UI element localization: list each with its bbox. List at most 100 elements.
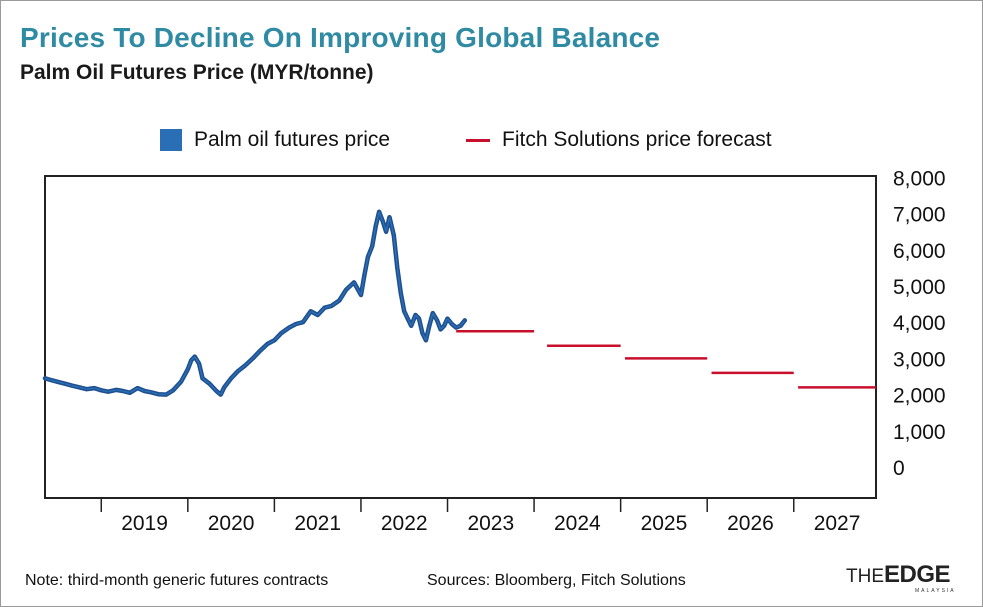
- price-point: [363, 274, 365, 276]
- price-point: [187, 368, 189, 370]
- x-axis: 2019 2020 2021 2022 2023 2024 2025 2026 2027: [100, 498, 861, 535]
- price-point: [375, 225, 377, 227]
- price-point: [389, 216, 390, 218]
- x-tick-label: 2024: [554, 512, 601, 535]
- price-point: [194, 356, 196, 358]
- price-point: [443, 325, 445, 327]
- price-point: [151, 391, 152, 393]
- y-tick-label: 3,000: [893, 348, 946, 371]
- price-point: [455, 327, 457, 329]
- price-point: [57, 381, 59, 383]
- price-point: [436, 319, 438, 321]
- x-tick-label: 2020: [208, 512, 255, 535]
- price-point: [367, 256, 369, 258]
- y-tick-label: 1,000: [893, 421, 946, 444]
- price-point: [44, 377, 46, 379]
- price-point: [410, 325, 412, 327]
- y-tick-label: 6,000: [893, 240, 946, 263]
- x-tick-label: 2022: [381, 512, 428, 535]
- logo-subtext: MALAYSIA: [915, 588, 956, 594]
- price-point: [230, 377, 232, 379]
- x-tick-label: 2027: [814, 512, 861, 535]
- price-point: [273, 339, 275, 341]
- price-point: [425, 339, 427, 341]
- price-point: [144, 390, 145, 392]
- price-point: [71, 385, 73, 387]
- price-point: [310, 310, 312, 312]
- price-point: [371, 245, 373, 247]
- price-point: [220, 394, 222, 396]
- price-point: [353, 281, 355, 283]
- price-point: [378, 211, 380, 213]
- price-point: [385, 231, 387, 233]
- price-point: [129, 392, 131, 394]
- x-tick-label: 2023: [467, 512, 514, 535]
- price-point: [107, 391, 109, 393]
- price-point: [64, 383, 66, 385]
- legend-swatch-actual: [160, 129, 182, 151]
- price-point: [440, 328, 442, 330]
- price-point: [345, 289, 347, 291]
- legend-item-forecast: Fitch Solutions price forecast: [466, 127, 772, 153]
- price-point: [280, 332, 282, 334]
- logo-edge: EDGE: [884, 561, 951, 588]
- price-point: [302, 321, 304, 323]
- y-tick-label: 7,000: [893, 204, 946, 227]
- price-point: [209, 383, 210, 385]
- y-axis: 8,000 7,000 6,000 5,000 4,000 3,000 2,000 1,000…: [893, 167, 946, 480]
- price-point: [460, 325, 461, 327]
- y-tick-label: 8,000: [893, 167, 946, 190]
- price-line: [42, 209, 468, 397]
- price-point: [259, 350, 261, 352]
- price-point: [122, 390, 124, 392]
- footnote: Note: third-month generic futures contra…: [25, 572, 329, 589]
- legend-label-forecast: Fitch Solutions price forecast: [502, 128, 772, 151]
- y-tick-label: 0: [893, 457, 905, 480]
- price-point: [393, 234, 395, 236]
- plot-border: [44, 175, 877, 499]
- legend-label-actual: Palm oil futures price: [194, 128, 391, 151]
- price-point: [165, 394, 167, 396]
- price-point: [331, 305, 332, 307]
- price-point: [115, 389, 117, 391]
- x-tick-label: 2019: [121, 512, 168, 535]
- price-point: [180, 381, 182, 383]
- price-point: [172, 389, 174, 391]
- price-point: [244, 365, 246, 367]
- price-point: [407, 318, 409, 320]
- price-point: [464, 319, 466, 321]
- brand-logo: THEEDGE: [846, 561, 951, 588]
- plot-frame: [44, 175, 877, 499]
- price-point: [215, 390, 217, 392]
- price-point: [317, 314, 319, 316]
- price-point: [360, 294, 362, 296]
- price-point: [100, 389, 102, 391]
- price-point: [428, 325, 430, 327]
- y-tick-label: 4,000: [893, 312, 946, 335]
- legend-item-actual: Palm oil futures price: [160, 127, 390, 153]
- series-actual: [42, 209, 468, 397]
- price-point: [415, 314, 416, 316]
- price-point: [198, 363, 200, 365]
- sources-text: Sources: Bloomberg, Fitch Solutions: [427, 572, 686, 589]
- price-point: [382, 220, 384, 222]
- y-tick-label: 2,000: [893, 385, 946, 408]
- price-point: [50, 379, 52, 381]
- price-point: [202, 377, 203, 379]
- price-point: [86, 388, 88, 390]
- price-point: [79, 386, 81, 388]
- price-point: [288, 327, 290, 329]
- price-point: [451, 323, 453, 325]
- price-line-highlight: [44, 211, 466, 396]
- price-point: [252, 357, 254, 359]
- chart-subtitle: Palm Oil Futures Price (MYR/tonne): [20, 61, 374, 84]
- price-point: [157, 393, 159, 395]
- price-point: [137, 387, 139, 389]
- price-point: [324, 307, 326, 309]
- price-point: [223, 386, 225, 388]
- legend-swatch-forecast: [466, 138, 490, 142]
- price-point: [93, 387, 95, 389]
- price-point: [267, 343, 268, 345]
- x-tick-label: 2021: [294, 512, 341, 535]
